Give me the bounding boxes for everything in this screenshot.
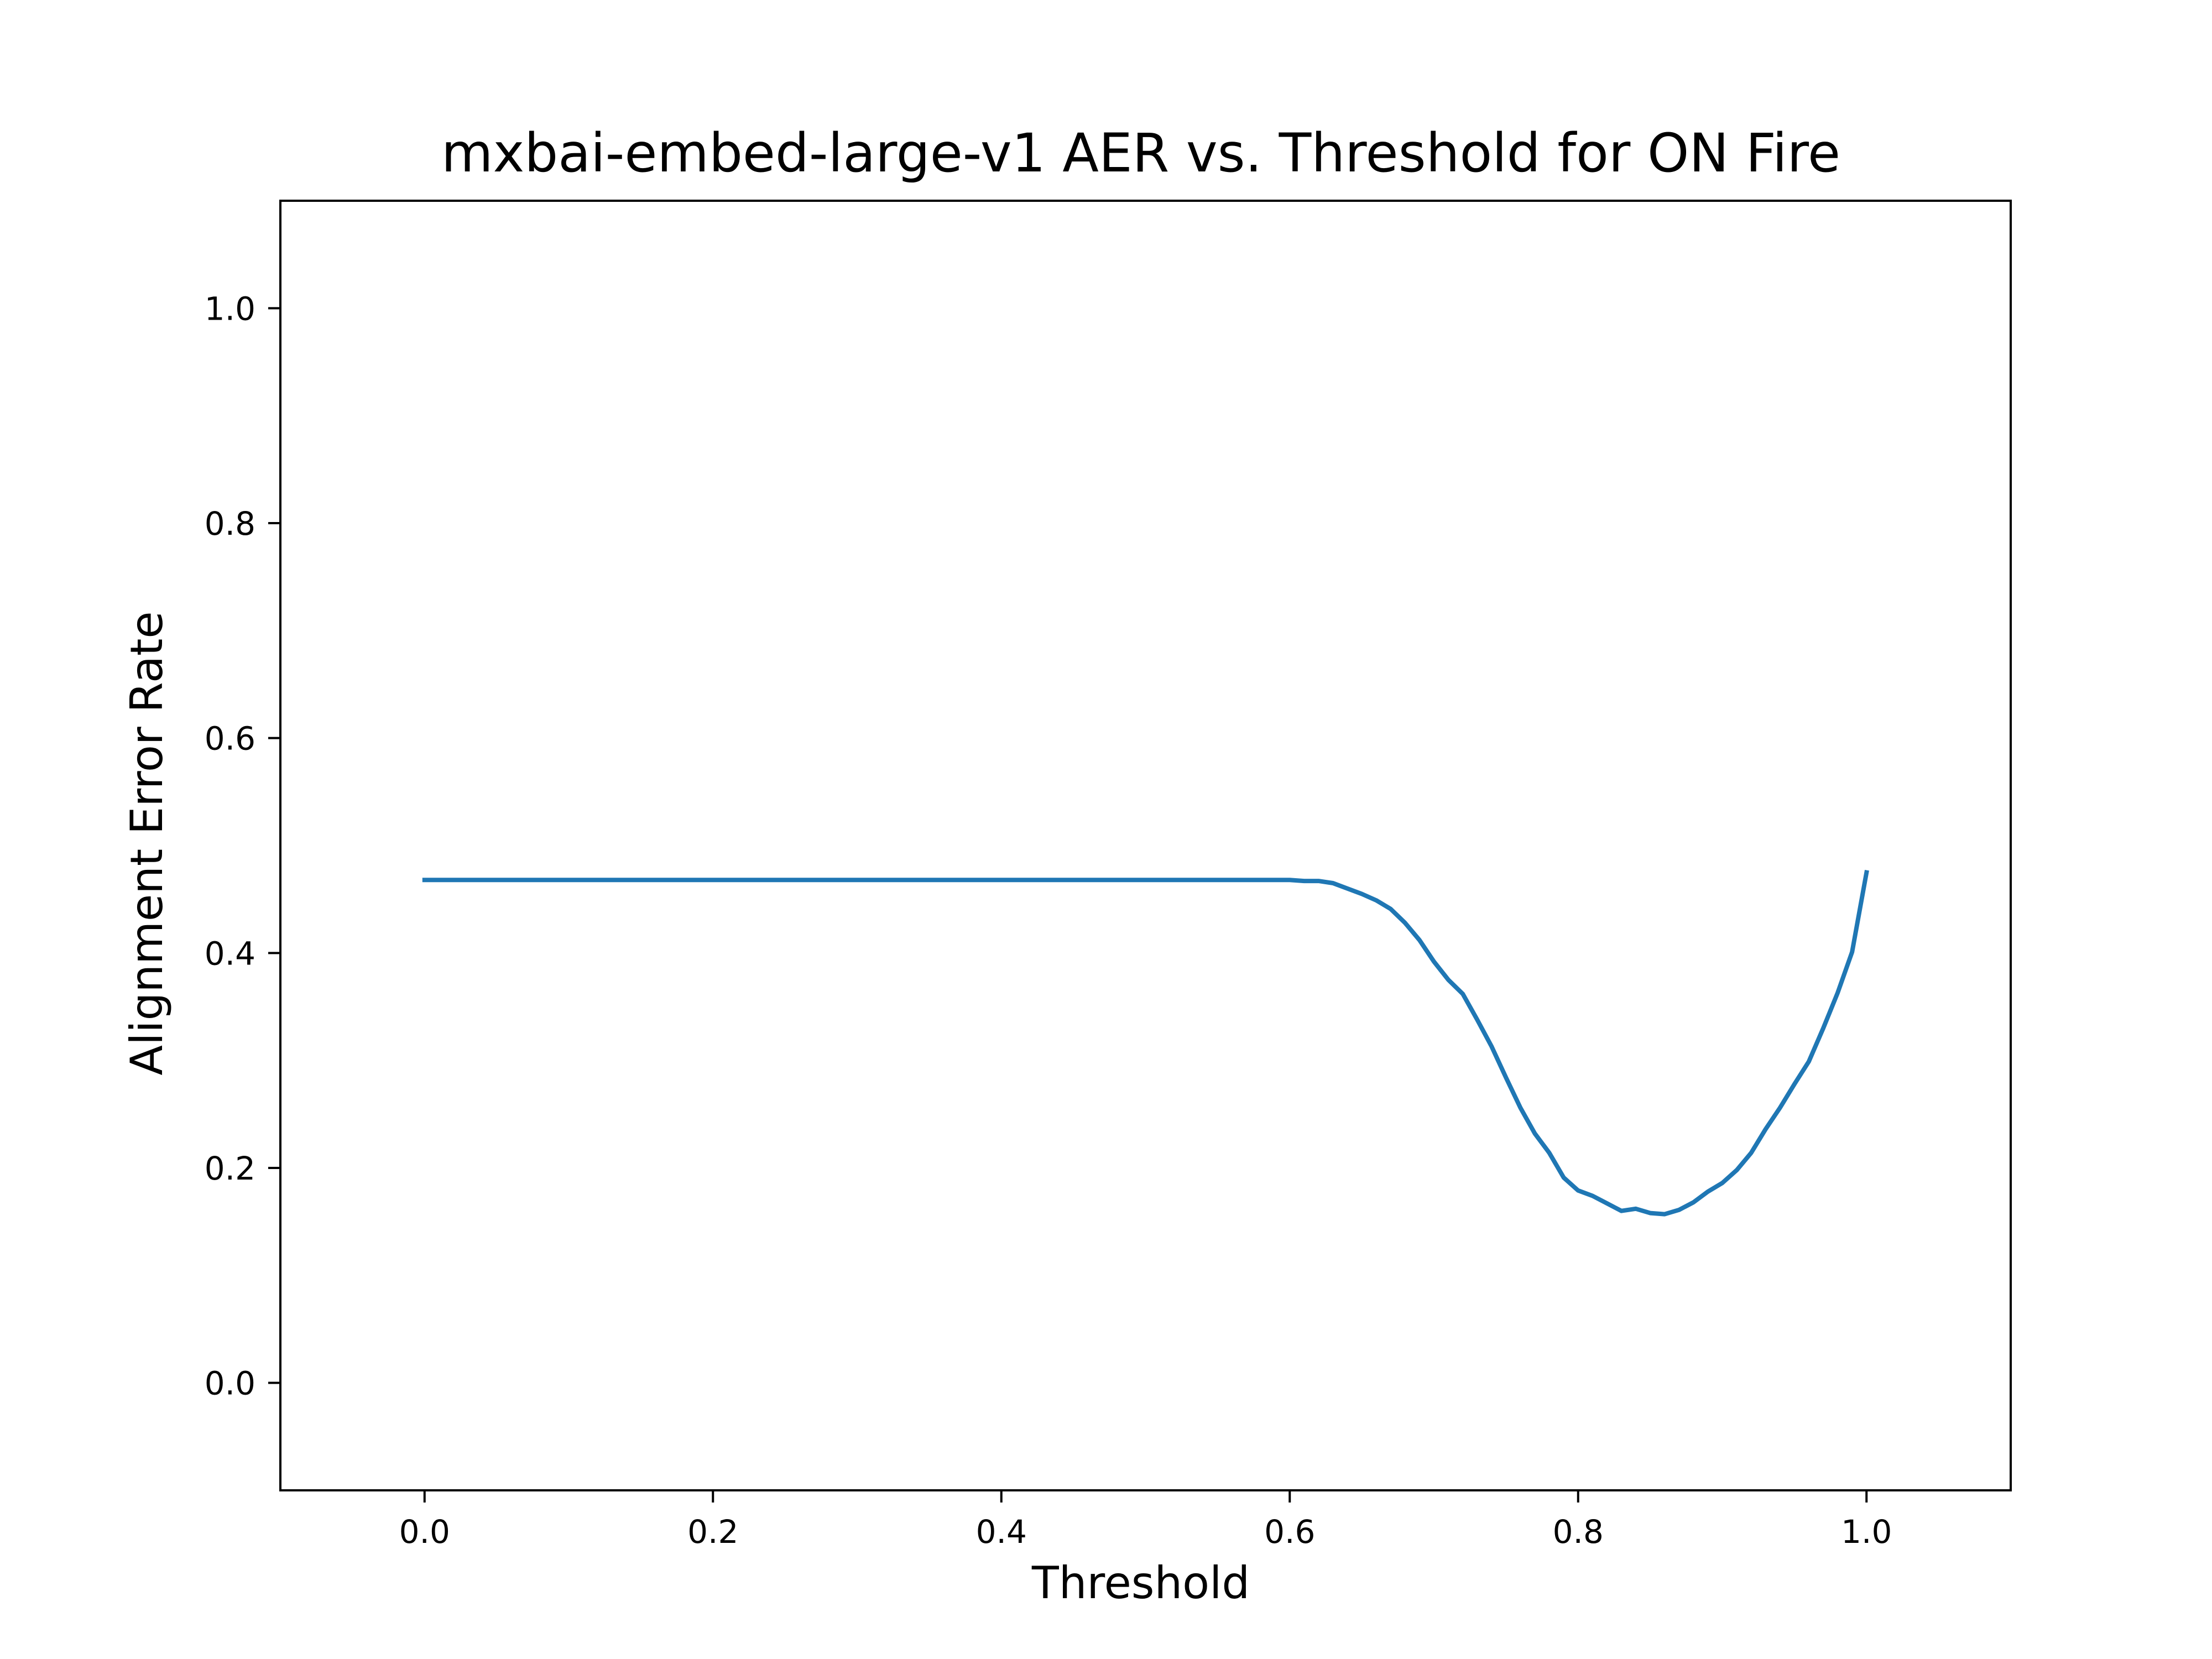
- x-tick-label: 0.0: [399, 1513, 450, 1551]
- x-tick-label: 0.4: [976, 1513, 1027, 1551]
- plot-area: 0.0 0.2 0.4 0.6 0.8 1.0 0.0 0.2 0.4 0.6 0.8 1.0: [205, 200, 2012, 1551]
- x-tick-label: 0.8: [1553, 1513, 1604, 1551]
- plot-frame: [279, 200, 2012, 1491]
- x-tick-label: 0.2: [687, 1513, 738, 1551]
- chart-title: mxbai-embed-large-v1 AER vs. Threshold f…: [441, 122, 1840, 184]
- x-tick-label: 0.6: [1264, 1513, 1315, 1551]
- y-tick-label: 0.6: [205, 720, 255, 758]
- x-tick-label: 1.0: [1841, 1513, 1892, 1551]
- y-tick-label: 0.8: [205, 505, 255, 542]
- y-tick-label: 0.0: [205, 1365, 255, 1402]
- series-line: [422, 869, 1869, 1217]
- x-axis-label: Threshold: [1031, 1557, 1250, 1609]
- y-axis-label: Alignment Error Rate: [121, 611, 173, 1075]
- y-tick-label: 1.0: [205, 290, 255, 327]
- y-tick-label: 0.2: [205, 1150, 255, 1187]
- y-tick-label: 0.4: [205, 935, 255, 972]
